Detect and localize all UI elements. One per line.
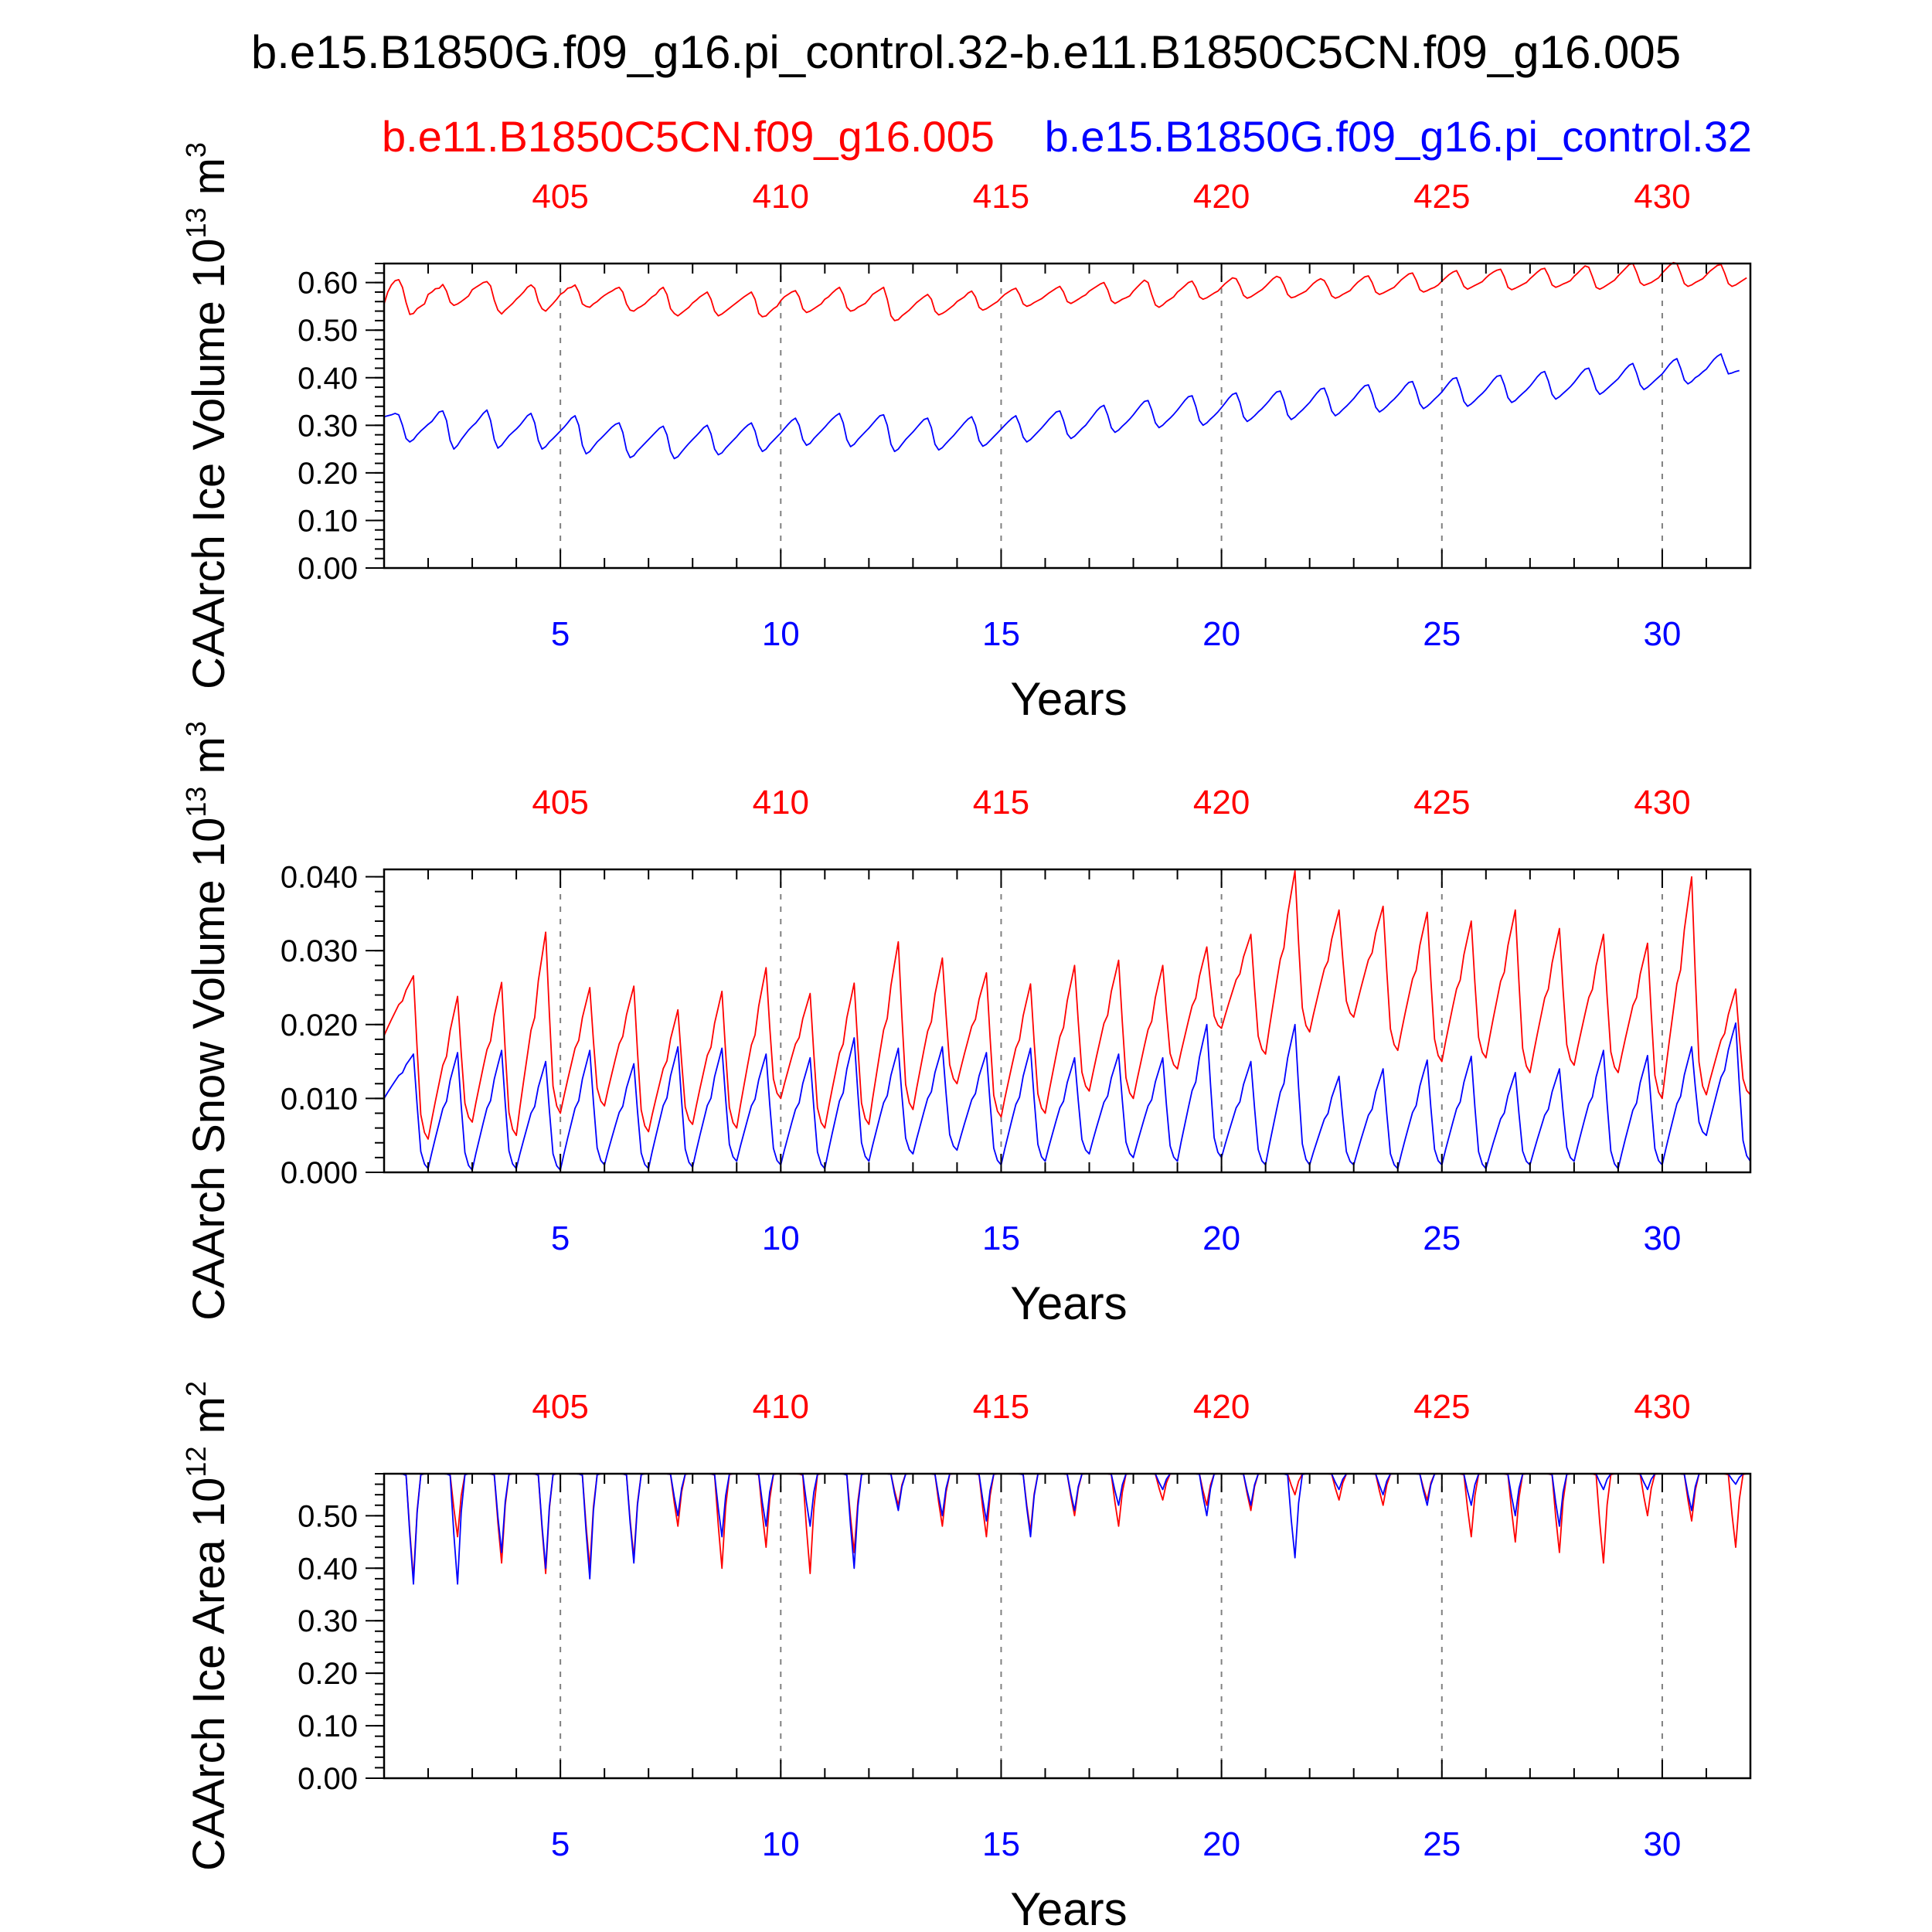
- legend-red-label: b.e11.B1850C5CN.f09_g16.005: [382, 112, 995, 161]
- top-tick-label: 420: [1193, 178, 1250, 216]
- panel-3: 0.00 0.10 0.20 0.30 0.40 0.50 5 10 15 20 25 30 405 41…: [180, 1381, 1752, 1932]
- y-label-superscript: 12: [180, 1447, 212, 1478]
- y-tick-label: 0.60: [298, 267, 358, 301]
- x-tick-label: 20: [1202, 1825, 1240, 1863]
- y-label-text: CAArch Snow Volume 10: [184, 818, 234, 1321]
- x-tick-label: 25: [1423, 615, 1461, 653]
- y-tick-label: 0.20: [298, 457, 358, 491]
- x-tick-label: 5: [551, 1825, 570, 1863]
- top-tick-label: 410: [753, 178, 809, 216]
- x-tick-label: 15: [982, 615, 1020, 653]
- y-label-text: m: [184, 158, 234, 207]
- y-tick-label: 0.020: [281, 1009, 358, 1043]
- x-tick-label: 5: [551, 615, 570, 653]
- x-tick-label: 30: [1643, 615, 1681, 653]
- y-label-text: m: [184, 1396, 234, 1446]
- x-tick-label: 10: [762, 615, 800, 653]
- x-axis-label: Years: [1010, 673, 1127, 725]
- plot-frame: [383, 262, 1752, 570]
- y-tick-label: 0.50: [298, 314, 358, 348]
- y-label-superscript: 3: [180, 142, 212, 158]
- series-line-red: [383, 870, 1751, 1140]
- series-line-blue: [383, 1022, 1751, 1171]
- top-tick-label: 405: [532, 178, 588, 216]
- y-label-superscript: 3: [180, 721, 212, 736]
- series-line-blue: [384, 1473, 1750, 1585]
- top-tick-label: 410: [753, 784, 809, 821]
- top-tick-label: 410: [753, 1388, 809, 1426]
- x-tick-label: 25: [1423, 1825, 1461, 1863]
- panels-group: 0.000.100.200.300.400.500.605 10 15 20 25 304…: [180, 142, 1752, 1932]
- y-tick-label: 0.00: [298, 1762, 358, 1796]
- x-tick-label: 20: [1202, 1219, 1240, 1257]
- top-tick-label: 430: [1634, 178, 1690, 216]
- plot-frame: [383, 1472, 1752, 1780]
- x-tick-label: 5: [551, 1219, 570, 1257]
- top-tick-label: 420: [1193, 784, 1250, 821]
- y-tick-label: 0.010: [281, 1082, 358, 1116]
- y-tick-label: 0.10: [298, 1709, 358, 1743]
- y-tick-label: 0.40: [298, 1552, 358, 1586]
- x-tick-label: 15: [982, 1219, 1020, 1257]
- x-tick-label: 15: [982, 1825, 1020, 1863]
- y-tick-label: 0.040: [281, 861, 358, 895]
- top-tick-label: 425: [1413, 178, 1470, 216]
- legend-blue-label: b.e15.B1850G.f09_g16.pi_control.32: [1045, 112, 1752, 161]
- panel-1: 0.00 0.10 0.20 0.30 0.40 0.50 0.60 5 10 15 20 25 30 4…: [180, 142, 1752, 725]
- y-label-text: CAArch Ice Volume 10: [184, 239, 234, 690]
- y-tick-label: 0.030: [281, 934, 358, 968]
- y-axis-label: CAArch Ice Area 1012 m2: [180, 1381, 234, 1871]
- y-label-text: CAArch Ice Area 10: [184, 1478, 234, 1871]
- figure-title: b.e15.B1850G.f09_g16.pi_control.32-b.e11…: [251, 26, 1681, 78]
- top-tick-label: 405: [532, 784, 588, 821]
- x-tick-label: 10: [762, 1825, 800, 1863]
- y-tick-label: 0.20: [298, 1657, 358, 1691]
- series-line-blue: [383, 353, 1740, 460]
- y-tick-label: 0.30: [298, 1604, 358, 1638]
- y-tick-label: 0.30: [298, 409, 358, 443]
- y-tick-label: 0.40: [298, 362, 358, 396]
- y-axis-label: CAArch Snow Volume 1013 m3: [180, 721, 234, 1321]
- x-axis-label: Years: [1010, 1883, 1127, 1932]
- top-tick-label: 415: [973, 1388, 1029, 1426]
- x-tick-label: 10: [762, 1219, 800, 1257]
- top-tick-label: 415: [973, 178, 1029, 216]
- top-tick-label: 430: [1634, 784, 1690, 821]
- top-tick-label: 425: [1413, 1388, 1470, 1426]
- y-label-superscript: 13: [180, 207, 212, 238]
- series-line-red: [383, 261, 1747, 321]
- x-tick-label: 30: [1643, 1219, 1681, 1257]
- y-label-superscript: 2: [180, 1381, 212, 1396]
- top-tick-label: 420: [1193, 1388, 1250, 1426]
- y-tick-label: 0.00: [298, 552, 358, 586]
- y-label-text: m: [184, 736, 234, 786]
- top-tick-label: 430: [1634, 1388, 1690, 1426]
- x-tick-label: 25: [1423, 1219, 1461, 1257]
- top-tick-label: 405: [532, 1388, 588, 1426]
- y-tick-label: 0.50: [298, 1499, 358, 1533]
- panel-2: 0.000 0.010 0.020 0.030 0.040 5 10 15 20 25 30 405 4…: [180, 721, 1752, 1329]
- x-tick-label: 20: [1202, 615, 1240, 653]
- x-axis-label: Years: [1010, 1277, 1127, 1329]
- y-axis-label: CAArch Ice Volume 1013 m3: [180, 142, 234, 689]
- x-tick-label: 30: [1643, 1825, 1681, 1863]
- top-tick-label: 425: [1413, 784, 1470, 821]
- y-label-superscript: 13: [180, 787, 212, 818]
- y-tick-label: 0.10: [298, 504, 358, 538]
- plot-frame: [383, 868, 1752, 1174]
- top-tick-label: 415: [973, 784, 1029, 821]
- y-tick-label: 0.000: [281, 1156, 358, 1190]
